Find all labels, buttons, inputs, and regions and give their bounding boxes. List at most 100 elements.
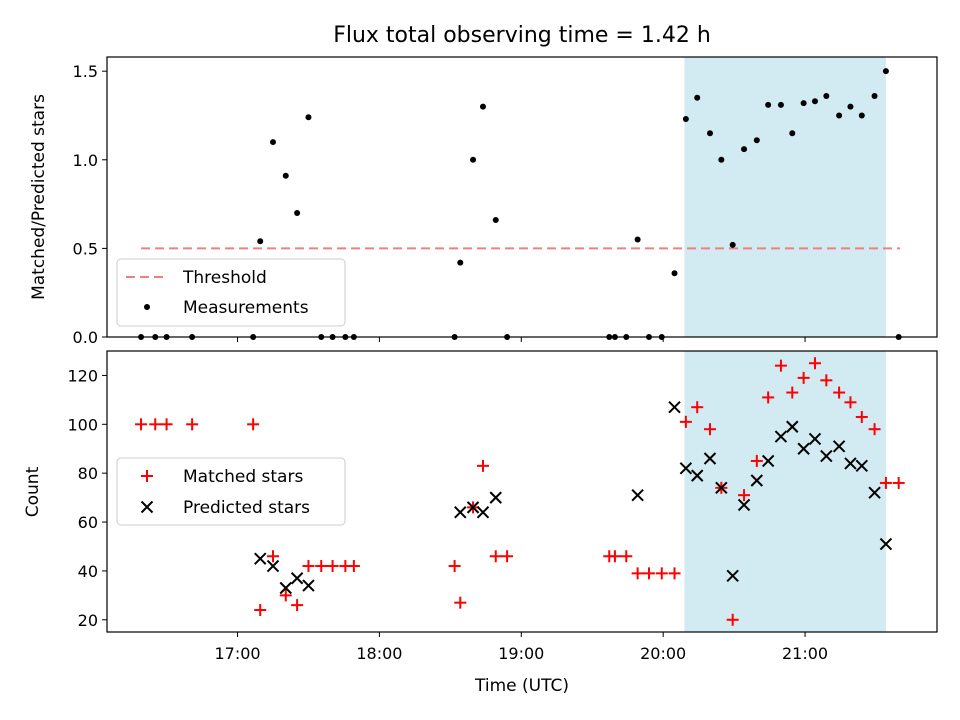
y-tick-label: 40 (78, 562, 98, 581)
predicted-star-point (761, 454, 775, 468)
predicted-star-point (737, 498, 751, 512)
predicted-star-point (476, 506, 490, 519)
measurement-point (611, 334, 618, 340)
x-stroke-b (750, 474, 764, 487)
legend-box (116, 258, 346, 327)
legend-box (116, 457, 346, 526)
x-stroke-b (466, 501, 480, 514)
matched-star-point (762, 391, 775, 404)
matched-star-point (642, 567, 655, 580)
predicted-star-point (786, 420, 799, 433)
predicted-star-point (279, 581, 292, 595)
measurement-point (350, 334, 357, 340)
x-stroke-b (254, 552, 267, 565)
x-stroke-b (679, 462, 693, 475)
x-stroke-b (715, 481, 728, 495)
predicted-star-point (679, 462, 693, 475)
x-stroke-b (279, 581, 292, 595)
matched-star-point (291, 599, 304, 612)
measurement-point (811, 98, 818, 105)
measurement-point (858, 112, 865, 119)
predicted-star-point (750, 474, 764, 487)
top-y-axis-label: Matched/Predicted stars (29, 94, 49, 300)
matched-star-point (868, 423, 881, 436)
x-stroke-b (855, 459, 869, 473)
matched-star-point (679, 415, 692, 428)
measurement-point (847, 103, 854, 110)
measurement-point (189, 334, 196, 340)
matched-star-point (703, 423, 716, 436)
matched-star-point (489, 550, 502, 563)
matched-star-point (786, 386, 799, 399)
measurement-point (606, 334, 613, 340)
measurement-point (753, 137, 760, 144)
predicted-star-point (868, 486, 881, 499)
measurement-point (789, 130, 796, 137)
predicted-star-point (797, 442, 810, 455)
measurement-point (823, 92, 830, 99)
matched-star-point (750, 454, 763, 467)
predicted-star-point (631, 488, 644, 502)
matched-star-point (448, 560, 461, 573)
measurement-point (882, 68, 889, 75)
predicted-star-point (489, 491, 502, 504)
legend: Threshold Measurements (116, 258, 346, 327)
measurement-point (777, 101, 784, 108)
y-tick-label: 80 (78, 464, 98, 483)
x-stroke-b (266, 559, 280, 573)
matched-star-point (738, 489, 751, 502)
measurement-point (645, 334, 652, 340)
measurement-point (871, 92, 878, 99)
x-stroke-b (797, 442, 810, 455)
x-stroke-b (302, 579, 315, 592)
x-stroke-b (476, 506, 490, 519)
predicted-star-point (879, 537, 893, 551)
measurement-point (479, 103, 486, 110)
measurement-point (470, 156, 477, 163)
measurement-point (163, 334, 170, 340)
x-stroke-b (631, 488, 644, 502)
y-tick-label: 120 (67, 366, 98, 385)
top-panel: 0.0 0.5 1.0 1.5 Threshold Measurements (73, 56, 938, 347)
x-axis-label: Time (UTC) (474, 676, 569, 696)
predicted-star-point (808, 432, 822, 446)
measurement-point (492, 217, 499, 224)
measurement-point (270, 139, 276, 146)
measurement-point (294, 209, 301, 216)
matched-star-point (247, 418, 260, 431)
x-stroke-b (454, 506, 467, 519)
measurement-point (451, 334, 458, 340)
predicted-star-point (691, 469, 704, 482)
bottom-panel: 20 40 60 80 100 120 17:00 18:00 19:00 20:00 21:00 M… (67, 350, 938, 663)
y-tick-label: 1.0 (73, 151, 98, 170)
legend-matched-label: Matched stars (183, 467, 303, 487)
matched-star-point (631, 567, 644, 580)
matched-star-point (879, 476, 892, 489)
highlight-span (684, 57, 886, 337)
measurement-point (671, 270, 678, 277)
x-stroke-b (761, 454, 775, 468)
matched-star-point (808, 357, 821, 370)
measurement-point (318, 334, 325, 340)
x-stroke-b (726, 569, 739, 583)
x-tick-label: 17:00 (214, 644, 260, 663)
matched-star-point (655, 567, 668, 580)
x-stroke-b (703, 452, 717, 465)
predicted-star-point (703, 452, 717, 465)
measurement-point (138, 334, 145, 340)
matched-star-point (855, 410, 868, 423)
x-stroke-b (691, 469, 704, 482)
legend-matched-swatch (141, 470, 153, 482)
predicted-star-point (466, 501, 480, 514)
highlight-span (684, 351, 886, 632)
matched-star-point (797, 371, 810, 384)
measurement-point (342, 334, 349, 340)
y-tick-label: 0.0 (73, 328, 98, 347)
measurement-point (250, 334, 257, 340)
predicted-star-point (290, 572, 304, 585)
measurement-point (634, 236, 641, 243)
x-stroke-b (774, 430, 788, 443)
bottom-y-axis-label: Count (23, 466, 43, 517)
matched-star-point (302, 560, 315, 573)
